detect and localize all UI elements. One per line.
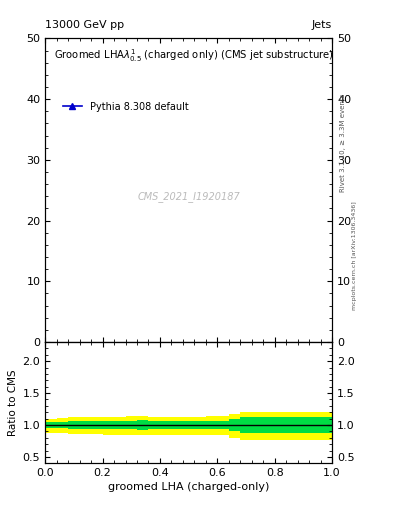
Text: 13000 GeV pp: 13000 GeV pp — [45, 20, 124, 30]
Text: mcplots.cern.ch [arXiv:1306.3436]: mcplots.cern.ch [arXiv:1306.3436] — [352, 202, 357, 310]
Text: Groomed LHA$\lambda^{1}_{0.5}$ (charged only) (CMS jet substructure): Groomed LHA$\lambda^{1}_{0.5}$ (charged … — [54, 48, 334, 65]
Text: Jets: Jets — [312, 20, 332, 30]
X-axis label: groomed LHA (charged-only): groomed LHA (charged-only) — [108, 482, 269, 493]
Legend: Pythia 8.308 default: Pythia 8.308 default — [59, 98, 193, 116]
Y-axis label: Ratio to CMS: Ratio to CMS — [8, 369, 18, 436]
Text: CMS_2021_I1920187: CMS_2021_I1920187 — [137, 191, 240, 202]
Text: Rivet 3.1.10, ≥ 3.3M events: Rivet 3.1.10, ≥ 3.3M events — [340, 94, 346, 193]
